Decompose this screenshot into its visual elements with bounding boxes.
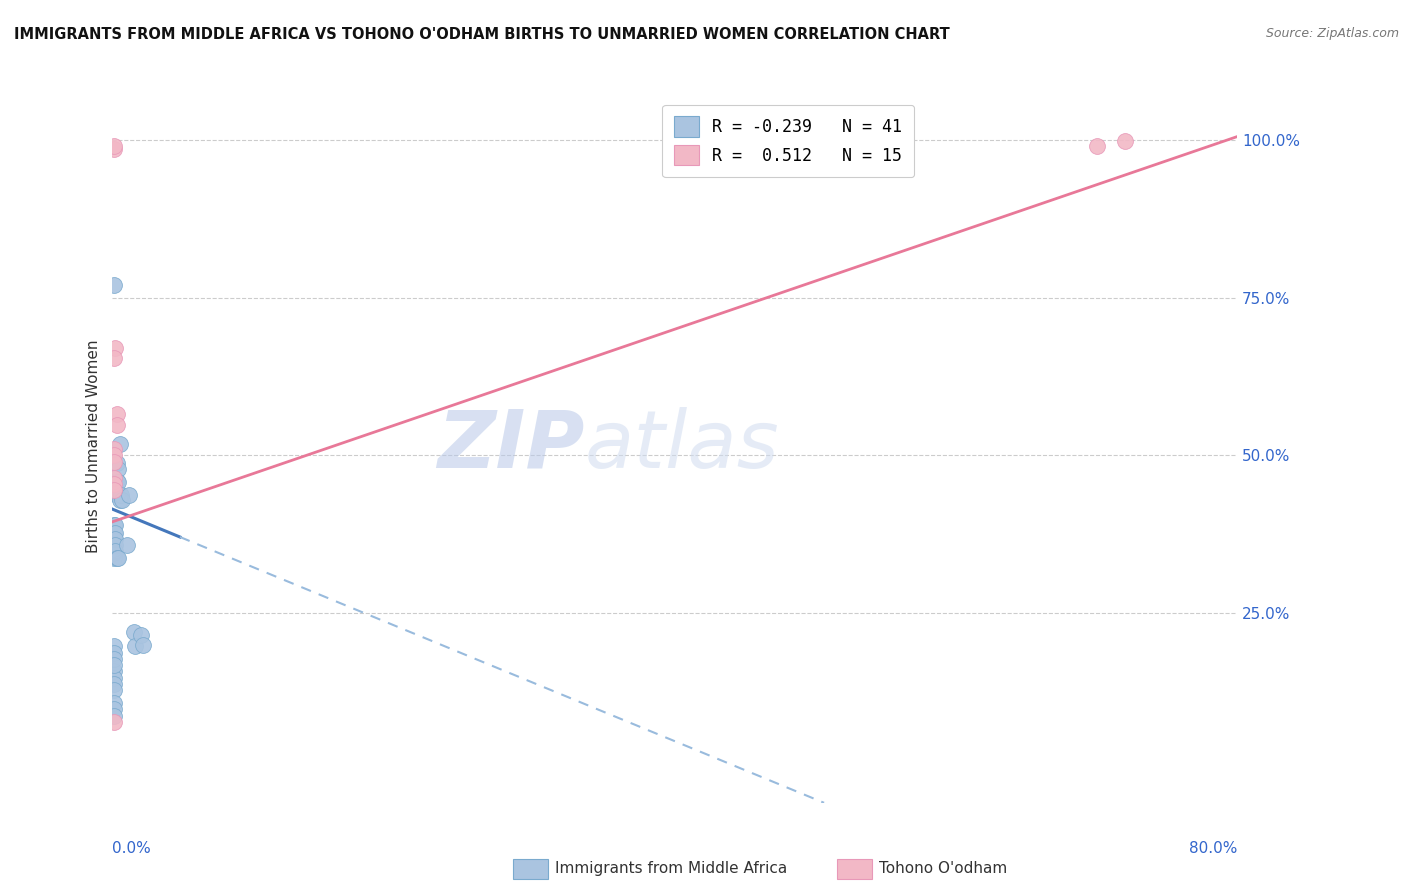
Point <box>103 714 125 729</box>
Point <box>108 492 131 507</box>
Text: Tohono O'odham: Tohono O'odham <box>879 862 1007 876</box>
Point <box>103 351 125 365</box>
Point <box>103 541 125 556</box>
Text: ZIP: ZIP <box>437 407 585 485</box>
Point <box>108 437 131 451</box>
Point <box>105 408 128 422</box>
Point <box>103 476 125 491</box>
Point <box>103 517 125 532</box>
Point <box>104 517 127 532</box>
Point <box>103 449 125 463</box>
Point <box>103 702 125 716</box>
Point <box>103 525 125 540</box>
Point <box>105 456 128 470</box>
Point <box>103 665 125 679</box>
Point <box>110 488 132 502</box>
Point <box>103 470 125 484</box>
Point <box>132 638 155 652</box>
Point <box>103 639 125 653</box>
Point <box>103 671 125 685</box>
Point <box>129 628 152 642</box>
Point <box>105 418 128 433</box>
Point <box>115 538 138 552</box>
Point <box>104 544 127 558</box>
Text: Source: ZipAtlas.com: Source: ZipAtlas.com <box>1265 27 1399 40</box>
Text: atlas: atlas <box>585 407 780 485</box>
Point <box>103 646 125 660</box>
Point <box>118 488 141 502</box>
Text: Immigrants from Middle Africa: Immigrants from Middle Africa <box>555 862 787 876</box>
Point <box>103 537 125 551</box>
Point <box>103 277 125 292</box>
Point <box>111 492 134 507</box>
Point <box>104 538 127 552</box>
Point <box>103 708 125 723</box>
Point <box>105 550 128 565</box>
Point <box>104 532 127 546</box>
Point <box>103 696 125 710</box>
Point <box>103 658 125 673</box>
Point <box>103 483 125 498</box>
Y-axis label: Births to Unmarried Women: Births to Unmarried Women <box>86 339 101 553</box>
Legend: R = -0.239   N = 41, R =  0.512   N = 15: R = -0.239 N = 41, R = 0.512 N = 15 <box>662 104 914 177</box>
Point <box>107 462 129 476</box>
Point <box>103 139 125 153</box>
Point <box>104 525 127 540</box>
Point <box>105 488 128 502</box>
Point <box>105 474 128 488</box>
Point <box>1085 139 1108 153</box>
Text: 0.0%: 0.0% <box>112 840 152 855</box>
Point <box>1114 134 1136 148</box>
Point <box>103 683 125 698</box>
Point <box>107 550 129 565</box>
Point <box>103 546 125 560</box>
Point <box>103 455 125 469</box>
Point <box>103 442 125 457</box>
Point <box>122 625 145 640</box>
Point <box>103 550 125 565</box>
Point <box>104 341 127 355</box>
Text: 80.0%: 80.0% <box>1189 840 1237 855</box>
Point <box>103 677 125 691</box>
Point <box>107 475 129 489</box>
Point <box>124 639 146 653</box>
Point <box>103 532 125 546</box>
Text: IMMIGRANTS FROM MIDDLE AFRICA VS TOHONO O'ODHAM BIRTHS TO UNMARRIED WOMEN CORREL: IMMIGRANTS FROM MIDDLE AFRICA VS TOHONO … <box>14 27 950 42</box>
Point <box>103 142 125 156</box>
Point <box>103 652 125 666</box>
